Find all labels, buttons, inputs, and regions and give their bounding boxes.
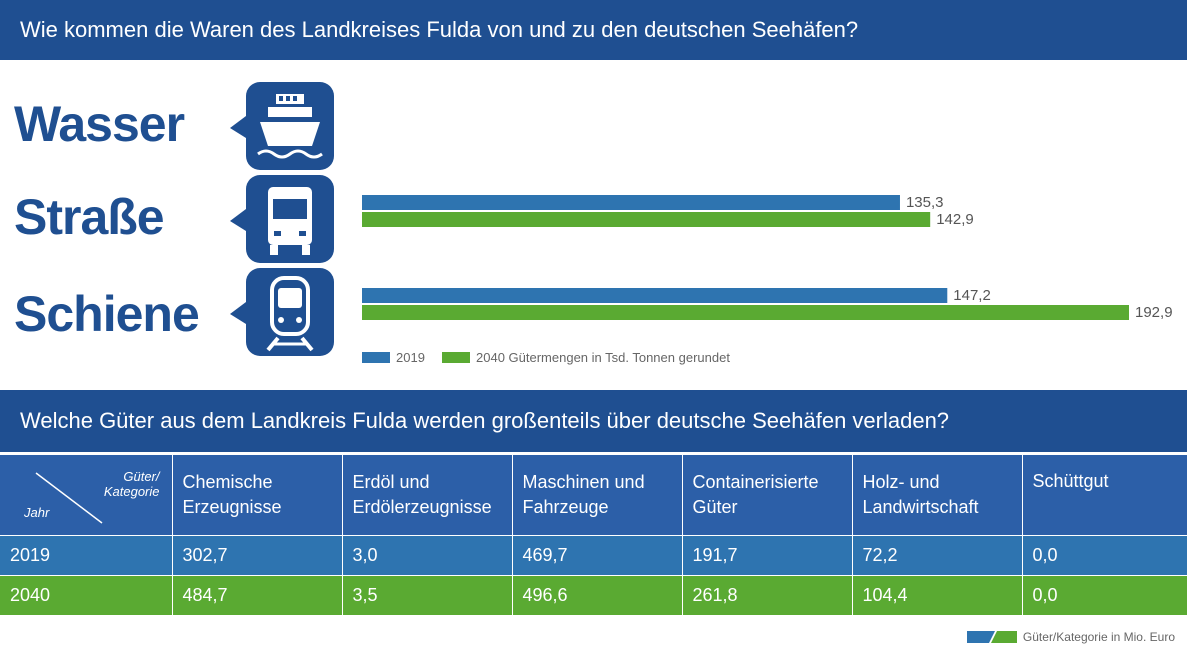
legend-label: 2040 Gütermengen in Tsd. Tonnen gerundet xyxy=(476,350,730,365)
corner-category: Güter/ Kategorie xyxy=(103,469,160,499)
table-cell: 261,8 xyxy=(682,574,853,615)
goods-table: Güter/ Kategorie Jahr Chemische Erzeugnis… xyxy=(0,455,1187,615)
mode-label-schiene: Schiene xyxy=(14,286,200,342)
bar-value-label: 135,3 xyxy=(906,194,944,211)
bar-value-label: 142,9 xyxy=(936,211,974,228)
unit-note: Güter/Kategorie in Mio. Euro xyxy=(966,630,1175,644)
table-cell: 469,7 xyxy=(512,534,683,575)
table-cell: 0,0 xyxy=(1022,574,1187,615)
bar-schiene-2019 xyxy=(362,288,948,303)
legend-swatch-icon xyxy=(966,631,1017,643)
column-header: Containerisierte Güter xyxy=(682,455,853,535)
mode-label-strasse: Straße xyxy=(14,189,165,245)
table-cell: 3,5 xyxy=(342,574,513,615)
truck-icon xyxy=(230,175,334,263)
column-header: Erdöl und Erdölerzeugnisse xyxy=(342,455,513,535)
table-cell: 3,0 xyxy=(342,534,513,575)
mode-label-wasser: Wasser xyxy=(14,96,185,152)
bar-straße-2040 xyxy=(362,212,931,227)
bar-schiene-2040 xyxy=(362,305,1129,320)
table-cell: 104,4 xyxy=(852,574,1023,615)
column-header: Chemische Erzeugnisse xyxy=(172,455,343,535)
table-cell: 191,7 xyxy=(682,534,853,575)
corner-header: Güter/ Kategorie Jahr xyxy=(0,455,173,535)
header-banner: Wie kommen die Waren des Landkreises Ful… xyxy=(0,0,1187,60)
column-header: Maschinen und Fahrzeuge xyxy=(512,455,683,535)
page-title: Wie kommen die Waren des Landkreises Ful… xyxy=(20,17,859,42)
bar-value-label: 192,9 xyxy=(1135,304,1173,321)
row-year: 2019 xyxy=(0,534,173,575)
table-row: 2040 484,7 3,5 496,6 261,8 104,4 0,0 xyxy=(0,574,1187,615)
table-cell: 72,2 xyxy=(852,534,1023,575)
corner-year: Jahr xyxy=(24,504,50,520)
column-header: Schüttgut xyxy=(1022,455,1187,535)
legend-label: 2019 xyxy=(396,350,425,365)
table-row: 2019 302,7 3,0 469,7 191,7 72,2 0,0 xyxy=(0,534,1187,575)
diagonal-divider xyxy=(35,472,103,524)
column-header: Holz- und Landwirtschaft xyxy=(852,455,1023,535)
table-cell: 484,7 xyxy=(172,574,343,615)
ship-icon xyxy=(230,82,334,170)
section-banner: Welche Güter aus dem Landkreis Fulda wer… xyxy=(0,390,1187,452)
row-year: 2040 xyxy=(0,574,173,615)
table-header-row: Güter/ Kategorie Jahr Chemische Erzeugnis… xyxy=(0,455,1187,535)
section-title: Welche Güter aus dem Landkreis Fulda wer… xyxy=(20,408,950,433)
legend-swatch xyxy=(362,352,390,363)
table-cell: 496,6 xyxy=(512,574,683,615)
table-cell: 0,0 xyxy=(1022,534,1187,575)
train-icon xyxy=(230,268,334,356)
legend-swatch xyxy=(442,352,470,363)
bar-straße-2019 xyxy=(362,195,900,210)
bar-value-label: 147,2 xyxy=(953,287,991,304)
table-cell: 302,7 xyxy=(172,534,343,575)
